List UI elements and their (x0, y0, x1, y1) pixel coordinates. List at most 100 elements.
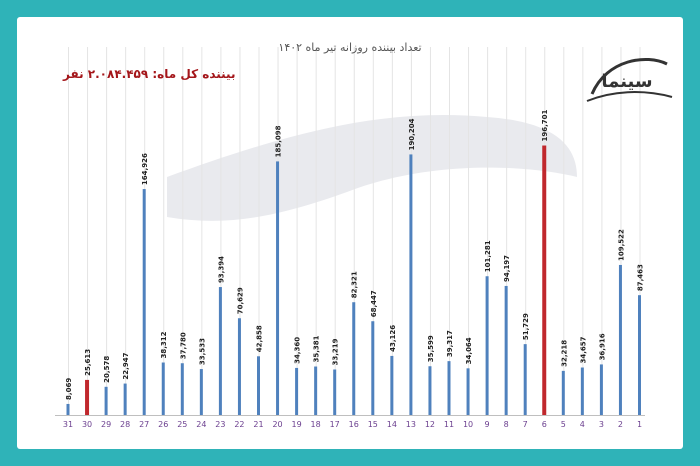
bar (218, 287, 222, 415)
tick-label: 11 (444, 420, 454, 429)
data-label: 101,281 (484, 240, 492, 272)
data-label: 38,312 (160, 331, 168, 358)
bar (447, 361, 451, 415)
tick-label: 1 (637, 420, 642, 429)
tick-label: 10 (463, 420, 473, 429)
bar (371, 321, 375, 415)
bar (314, 366, 318, 415)
tick-label: 4 (580, 420, 585, 429)
bar (599, 364, 603, 415)
bar (237, 318, 241, 415)
tick-label: 29 (101, 420, 111, 429)
bar (485, 276, 489, 415)
data-label: 109,522 (617, 229, 625, 261)
tick-label: 5 (561, 420, 566, 429)
data-label: 164,926 (141, 153, 149, 185)
bar (618, 264, 622, 415)
data-label: 8,069 (65, 378, 73, 400)
bar (580, 367, 584, 415)
bar (542, 145, 547, 415)
tick-label: 25 (177, 420, 187, 429)
data-label: 33,533 (198, 338, 206, 365)
data-label: 42,858 (256, 325, 264, 352)
bar (104, 386, 108, 415)
tick-label: 31 (63, 420, 73, 429)
data-label: 35,599 (427, 335, 435, 362)
tick-label: 9 (485, 420, 490, 429)
data-label: 33,219 (332, 338, 340, 365)
bar (409, 154, 413, 415)
tick-label: 19 (292, 420, 302, 429)
data-label: 35,381 (313, 335, 321, 362)
tick-label: 22 (234, 420, 244, 429)
data-label: 196,701 (541, 110, 549, 142)
bar (638, 295, 641, 415)
bar (295, 367, 299, 415)
bar (352, 302, 356, 415)
tick-label: 8 (504, 420, 509, 429)
tick-label: 30 (82, 420, 92, 429)
bar (390, 355, 394, 415)
tick-label: 18 (311, 420, 321, 429)
data-label: 37,780 (179, 332, 187, 359)
bar (333, 369, 337, 415)
bar-chart: 8,0693125,6133020,5782922,94728164,92627… (55, 47, 645, 429)
tick-label: 14 (387, 420, 397, 429)
chart-title: تعداد بیننده روزانه تیر ماه ۱۴۰۲ (278, 41, 422, 54)
tick-label: 24 (196, 420, 206, 429)
tick-label: 16 (349, 420, 359, 429)
tick-label: 3 (599, 420, 604, 429)
bar (428, 366, 432, 415)
bar (257, 356, 260, 415)
data-label: 190,204 (408, 118, 416, 150)
bar (199, 369, 203, 415)
tick-label: 27 (139, 420, 149, 429)
data-label: 36,916 (598, 333, 606, 360)
tick-label: 26 (158, 420, 168, 429)
data-label: 51,729 (522, 313, 530, 340)
chart-frame: 8,069 31 25,613 30 20,578 29 22,947 28 164,926 27… (17, 17, 683, 449)
tick-label: 20 (272, 420, 282, 429)
data-label: 93,394 (217, 256, 225, 283)
tick-label: 12 (425, 420, 435, 429)
tick-label: 6 (542, 420, 547, 429)
bar (161, 362, 165, 415)
bar (561, 370, 565, 415)
bar (276, 161, 280, 415)
tick-label: 28 (120, 420, 130, 429)
bar (85, 379, 90, 415)
data-label: 185,098 (275, 125, 283, 157)
tick-label: 7 (523, 420, 528, 429)
chart-subtitle: بیننده کل ماه: ۲.۰۸۴.۴۵۹ نفر (63, 67, 236, 81)
data-label: 34,360 (294, 337, 302, 364)
tick-label: 17 (330, 420, 340, 429)
tick-label: 2 (618, 420, 623, 429)
data-label: 87,463 (637, 264, 645, 291)
bar (466, 368, 470, 415)
bar (66, 403, 70, 415)
data-label: 43,126 (389, 325, 397, 352)
data-label: 68,447 (370, 290, 378, 317)
bar (123, 383, 127, 415)
data-label: 34,657 (579, 336, 587, 363)
logo-text: سینما (601, 71, 652, 92)
data-label: 82,321 (351, 271, 359, 298)
bar (180, 363, 184, 415)
data-label: 34,064 (465, 337, 473, 364)
bar (142, 189, 146, 415)
tick-label: 21 (253, 420, 263, 429)
bar (523, 344, 527, 415)
data-label: 20,578 (103, 356, 111, 383)
data-label: 70,629 (236, 287, 244, 314)
tick-label: 13 (406, 420, 416, 429)
tick-label: 15 (368, 420, 378, 429)
tick-label: 23 (215, 420, 225, 429)
data-label: 39,317 (446, 330, 454, 357)
data-label: 22,947 (122, 352, 130, 379)
bar (504, 285, 508, 415)
data-label: 25,613 (84, 349, 92, 376)
watermark-logo: سینما (586, 57, 673, 102)
watermark-swoosh (167, 115, 577, 221)
data-label: 94,197 (503, 255, 511, 282)
data-label: 32,218 (560, 340, 568, 367)
